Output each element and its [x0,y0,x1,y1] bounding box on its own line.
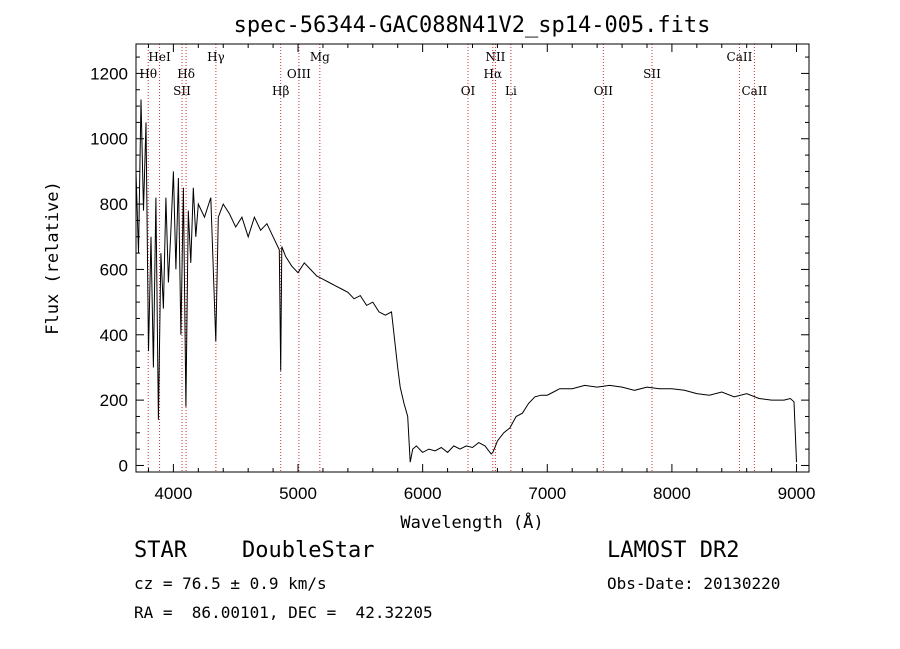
line-marker-label: OIII [287,67,311,81]
chart-title: spec-56344-GAC088N41V2_sp14-005.fits [234,13,711,38]
redshift-readout: cz = 76.5 ± 0.9 km/s [134,574,327,593]
x-axis: 4000 5000 6000 7000 8000 9000 [147,44,816,503]
x-tick-label: 6000 [404,484,442,503]
line-marker-label: NII [485,50,505,64]
y-axis-label: Flux (relative) [43,181,63,335]
object-class: STAR [134,538,187,563]
y-tick-label: 400 [100,326,128,345]
x-axis-label: Wavelength (Å) [400,511,543,533]
line-marker-label: Li [505,84,517,98]
spectrum-series [135,99,797,463]
y-tick-label: 1000 [90,130,128,149]
x-tick-label: 7000 [528,484,566,503]
x-tick-label: 9000 [778,484,816,503]
line-marker-label: Hα [484,67,503,81]
line-marker-label: Hθ [139,67,157,81]
line-marker-label: CaII [727,50,753,64]
y-tick-label: 1200 [90,64,128,83]
line-marker-label: Hδ [177,67,195,81]
observation-date: Obs-Date: 20130220 [607,574,781,593]
y-tick-label: 800 [100,195,128,214]
line-marker-label: HeI [148,50,171,64]
line-marker-label: Hγ [207,50,225,64]
plot-frame [135,43,810,473]
y-tick-label: 200 [100,391,128,410]
x-tick-label: 4000 [154,484,192,503]
line-marker-label: Hβ [272,84,289,98]
line-marker-label: Mg [310,50,330,64]
line-marker-label: OII [594,84,614,98]
y-tick-label: 0 [119,456,128,475]
line-marker-label: SII [643,67,661,81]
line-marker-label: CaII [741,84,767,98]
line-marker-label: SII [173,84,191,98]
line-marker-label: OI [461,84,476,98]
coordinates-readout: RA = 86.00101, DEC = 42.32205 [134,603,433,622]
x-tick-label: 5000 [279,484,317,503]
x-tick-label: 8000 [653,484,691,503]
spectrum-line-0 [135,99,797,463]
y-tick-label: 600 [100,260,128,279]
object-subclass: DoubleStar [242,538,375,563]
y-axis: 0 200 400 600 800 1000 1200 [90,56,809,475]
survey-name: LAMOST DR2 [607,538,740,563]
